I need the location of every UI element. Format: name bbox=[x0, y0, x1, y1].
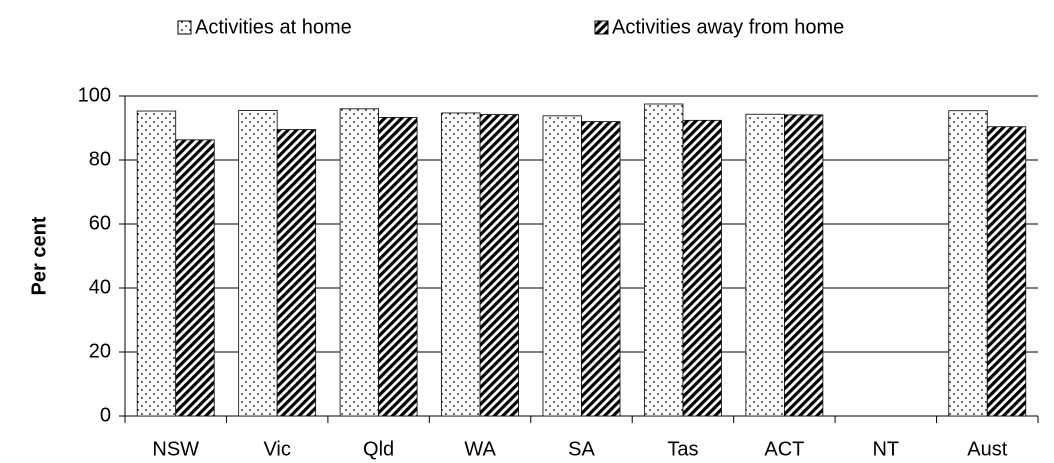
bar bbox=[644, 103, 684, 417]
bar bbox=[378, 117, 418, 417]
legend-label: Activities at home bbox=[195, 16, 352, 38]
bar bbox=[175, 139, 215, 417]
x-tick-label: SA bbox=[568, 438, 595, 460]
bar bbox=[581, 121, 621, 417]
legend-label: Activities away from home bbox=[612, 16, 844, 38]
x-tick-label: ACT bbox=[764, 438, 804, 460]
x-tick-label: NT bbox=[872, 438, 899, 460]
bar bbox=[339, 108, 380, 417]
bar bbox=[136, 110, 177, 417]
y-tick-label: 20 bbox=[89, 340, 111, 362]
bar bbox=[745, 113, 785, 417]
x-tick-label: WA bbox=[464, 438, 496, 460]
bar bbox=[441, 112, 481, 417]
bar bbox=[783, 114, 824, 417]
x-tick-label: Qld bbox=[363, 438, 394, 460]
y-tick-label: 80 bbox=[89, 148, 111, 170]
y-tick-label: 40 bbox=[89, 276, 111, 298]
y-axis-label: Per cent bbox=[28, 216, 50, 295]
x-tick-label: Vic bbox=[263, 438, 290, 460]
bar bbox=[238, 110, 278, 417]
y-tick-label: 100 bbox=[78, 84, 111, 106]
legend-swatch bbox=[594, 20, 609, 35]
bar bbox=[479, 114, 519, 417]
y-tick-label: 60 bbox=[89, 212, 111, 234]
x-tick-label: Aust bbox=[967, 438, 1007, 460]
legend-swatch bbox=[177, 20, 192, 35]
bar bbox=[542, 115, 582, 417]
y-tick-label: 0 bbox=[100, 404, 111, 426]
x-tick-label: Tas bbox=[667, 438, 698, 460]
bar bbox=[948, 110, 988, 417]
bar bbox=[986, 126, 1027, 417]
bar bbox=[682, 119, 722, 417]
x-tick-label: NSW bbox=[152, 438, 199, 460]
bar bbox=[276, 129, 317, 417]
